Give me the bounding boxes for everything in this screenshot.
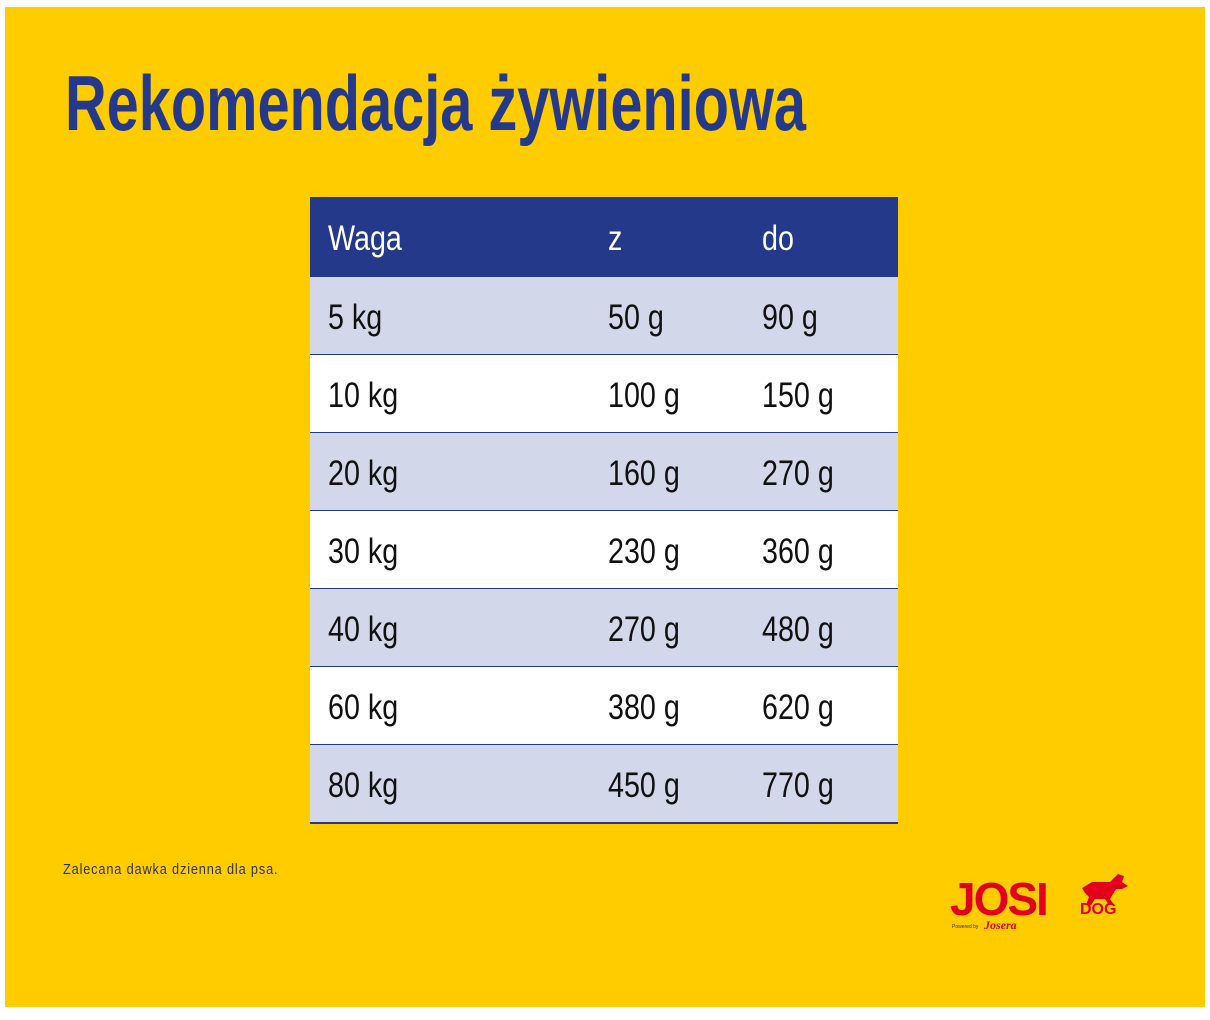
table-cell: 450 g bbox=[608, 765, 680, 804]
header-cell: Waga bbox=[328, 218, 402, 257]
table-cell: 770 g bbox=[762, 765, 834, 804]
table-cell: 150 g bbox=[762, 375, 834, 414]
table-cell: 100 g bbox=[608, 375, 680, 414]
table-row bbox=[310, 589, 898, 667]
table-row bbox=[310, 355, 898, 433]
header-row bbox=[310, 197, 898, 277]
table-cell: 380 g bbox=[608, 687, 680, 726]
table-cell-group: 480 g bbox=[762, 609, 834, 648]
header-cell-group: z bbox=[608, 218, 622, 257]
table-cell: 80 kg bbox=[328, 765, 398, 804]
table-cell: 620 g bbox=[762, 687, 834, 726]
table-cell: 10 kg bbox=[328, 375, 398, 414]
table-cell: 60 kg bbox=[328, 687, 398, 726]
table-cell: 20 kg bbox=[328, 453, 398, 492]
table-cell: 480 g bbox=[762, 609, 834, 648]
logo-brand: JOSI bbox=[950, 873, 1047, 925]
table-cell-group: 360 g bbox=[762, 531, 834, 570]
table-row bbox=[310, 745, 898, 823]
logo-sub: DOG bbox=[1080, 901, 1116, 918]
table-cell-group: 230 g bbox=[608, 531, 680, 570]
table-cell: 90 g bbox=[762, 297, 818, 336]
table-cell-group: 5 kg bbox=[328, 297, 382, 336]
title-group: Rekomendacja żywieniowa bbox=[65, 60, 807, 148]
table-cell-group: 270 g bbox=[762, 453, 834, 492]
table-cell: 160 g bbox=[608, 453, 680, 492]
table-cell: 5 kg bbox=[328, 297, 382, 336]
table-cell-group: 150 g bbox=[762, 375, 834, 414]
table-row bbox=[310, 433, 898, 511]
table-cell-group: 60 kg bbox=[328, 687, 398, 726]
header-cell: z bbox=[608, 218, 622, 257]
logo: JOSI DOG Powered by Josera bbox=[950, 873, 1128, 932]
title: Rekomendacja żywieniowa bbox=[65, 60, 807, 148]
header-cell: do bbox=[762, 218, 794, 257]
table-cell-group: 50 g bbox=[608, 297, 664, 336]
table-cell-group: 30 kg bbox=[328, 531, 398, 570]
table-cell-group: 770 g bbox=[762, 765, 834, 804]
table-row bbox=[310, 667, 898, 745]
table-cell-group: 80 kg bbox=[328, 765, 398, 804]
footnote: Zalecana dawka dzienna dla psa. bbox=[63, 860, 278, 877]
table-cell: 30 kg bbox=[328, 531, 398, 570]
header-cell-group: Waga bbox=[328, 218, 402, 257]
table: Waga z do 5 kg 50 g 90 g 10 kg 100 g 150 g 20 kg 1… bbox=[310, 197, 898, 824]
table-cell-group: 100 g bbox=[608, 375, 680, 414]
table-cell-group: 270 g bbox=[608, 609, 680, 648]
footnote-group: Zalecana dawka dzienna dla psa. bbox=[63, 860, 278, 877]
logo-dog bbox=[1082, 874, 1128, 905]
table-cell-group: 90 g bbox=[762, 297, 818, 336]
table-cell: 50 g bbox=[608, 297, 664, 336]
table-cell-group: 450 g bbox=[608, 765, 680, 804]
table-cell: 270 g bbox=[762, 453, 834, 492]
table-row bbox=[310, 277, 898, 355]
table-row bbox=[310, 511, 898, 589]
table-cell-group: 380 g bbox=[608, 687, 680, 726]
table-cell-group: 20 kg bbox=[328, 453, 398, 492]
table-cell: 40 kg bbox=[328, 609, 398, 648]
table-cell-group: 620 g bbox=[762, 687, 834, 726]
table-cell-group: 160 g bbox=[608, 453, 680, 492]
table-cell-group: 10 kg bbox=[328, 375, 398, 414]
table-cell: 270 g bbox=[608, 609, 680, 648]
table-cell: 230 g bbox=[608, 531, 680, 570]
header-cell-group: do bbox=[762, 218, 794, 257]
table-cell: 360 g bbox=[762, 531, 834, 570]
table-cell-group: 40 kg bbox=[328, 609, 398, 648]
logo-maker: Josera bbox=[983, 918, 1017, 932]
logo-powered: Powered by bbox=[952, 924, 979, 930]
